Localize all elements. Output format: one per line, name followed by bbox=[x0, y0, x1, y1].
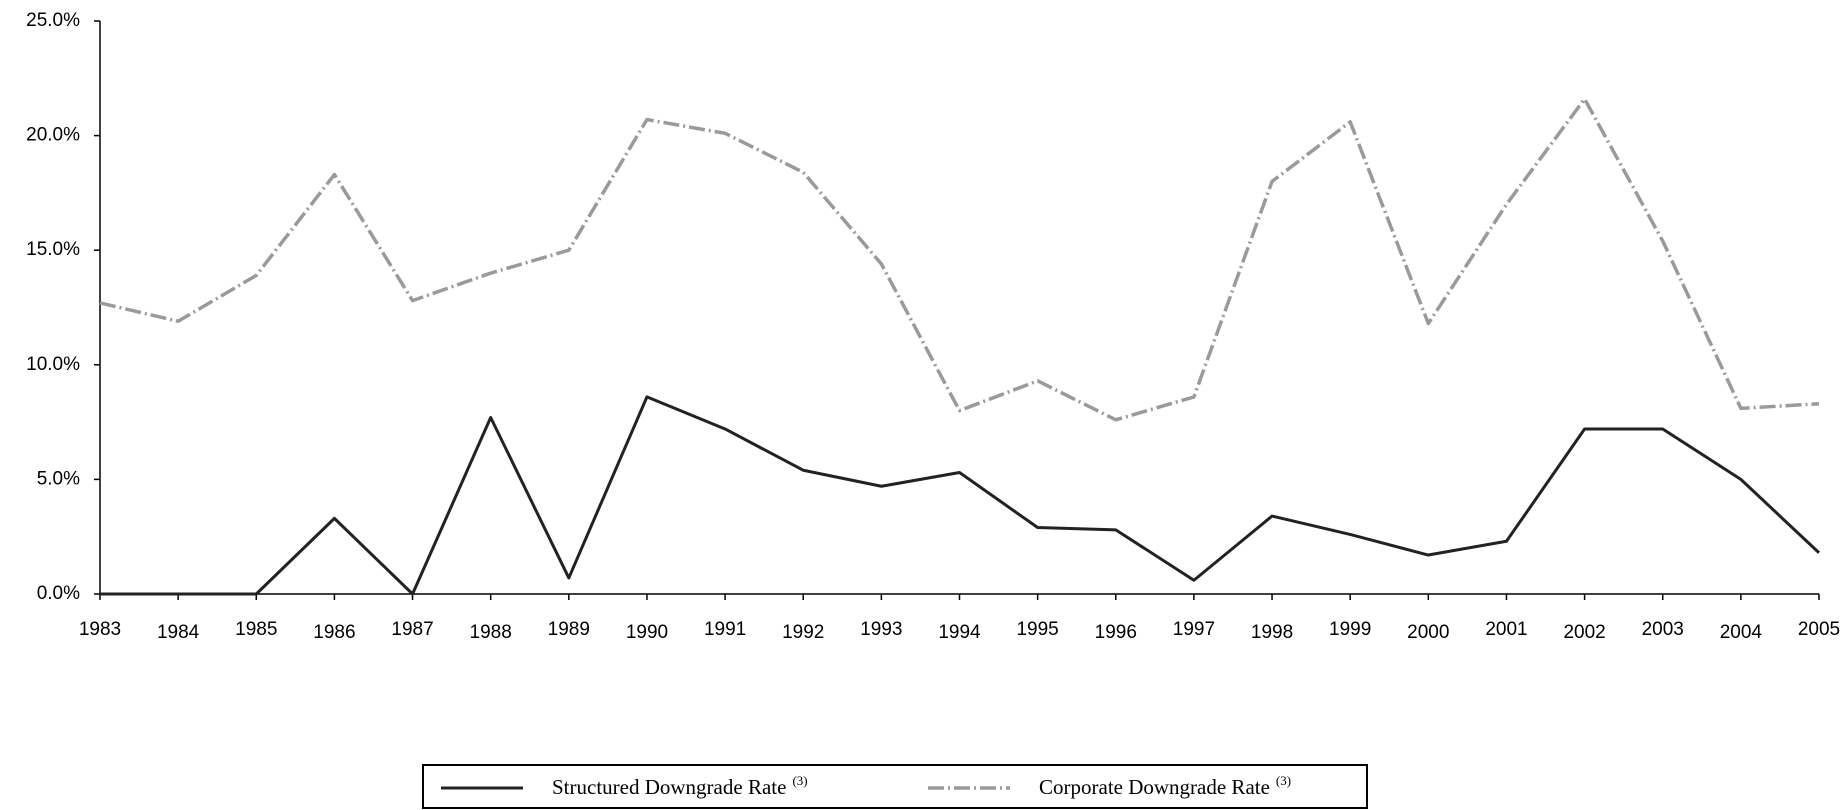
x-tick-label: 1988 bbox=[470, 622, 512, 643]
x-tick-label: 1987 bbox=[391, 619, 433, 640]
y-tick-label: 5.0% bbox=[37, 468, 80, 489]
y-tick-label: 15.0% bbox=[26, 239, 80, 260]
legend-label: Corporate Downgrade Rate bbox=[1039, 775, 1270, 799]
x-tick-label: 1991 bbox=[704, 619, 746, 640]
x-tick-label: 2004 bbox=[1720, 622, 1763, 643]
y-tick-label: 25.0% bbox=[26, 10, 80, 31]
x-tick-label: 1996 bbox=[1095, 622, 1137, 643]
series-line bbox=[99, 97, 1820, 422]
x-tick-label: 2003 bbox=[1642, 619, 1684, 640]
legend-box bbox=[422, 764, 1368, 809]
x-tick-label: 1997 bbox=[1173, 619, 1215, 640]
x-tick-label: 1993 bbox=[860, 619, 902, 640]
x-tick-label: 2000 bbox=[1407, 622, 1449, 643]
x-tick-label: 1989 bbox=[548, 619, 590, 640]
legend-note: (3) bbox=[792, 773, 807, 788]
y-tick-label: 10.0% bbox=[26, 354, 80, 375]
x-tick-label: 1986 bbox=[313, 622, 355, 643]
x-tick-label: 2002 bbox=[1563, 622, 1605, 643]
x-tick-label: 2001 bbox=[1485, 619, 1527, 640]
x-tick-label: 1990 bbox=[626, 622, 668, 643]
x-tick-label: 1984 bbox=[157, 622, 200, 643]
x-tick-label: 2005 bbox=[1798, 619, 1840, 640]
legend-label: Structured Downgrade Rate bbox=[552, 775, 786, 799]
x-tick-label: 1985 bbox=[235, 619, 277, 640]
x-tick-label: 1998 bbox=[1251, 622, 1293, 643]
legend-note: (3) bbox=[1276, 773, 1291, 788]
series-line bbox=[100, 395, 1821, 596]
x-tick-label: 1983 bbox=[79, 619, 121, 640]
x-tick-label: 1995 bbox=[1016, 619, 1058, 640]
x-tick-label: 1999 bbox=[1329, 619, 1371, 640]
x-tick-label: 1994 bbox=[938, 622, 981, 643]
x-tick-label: 1992 bbox=[782, 622, 824, 643]
y-tick-label: 20.0% bbox=[26, 125, 80, 146]
y-tick-label: 0.0% bbox=[37, 583, 80, 604]
